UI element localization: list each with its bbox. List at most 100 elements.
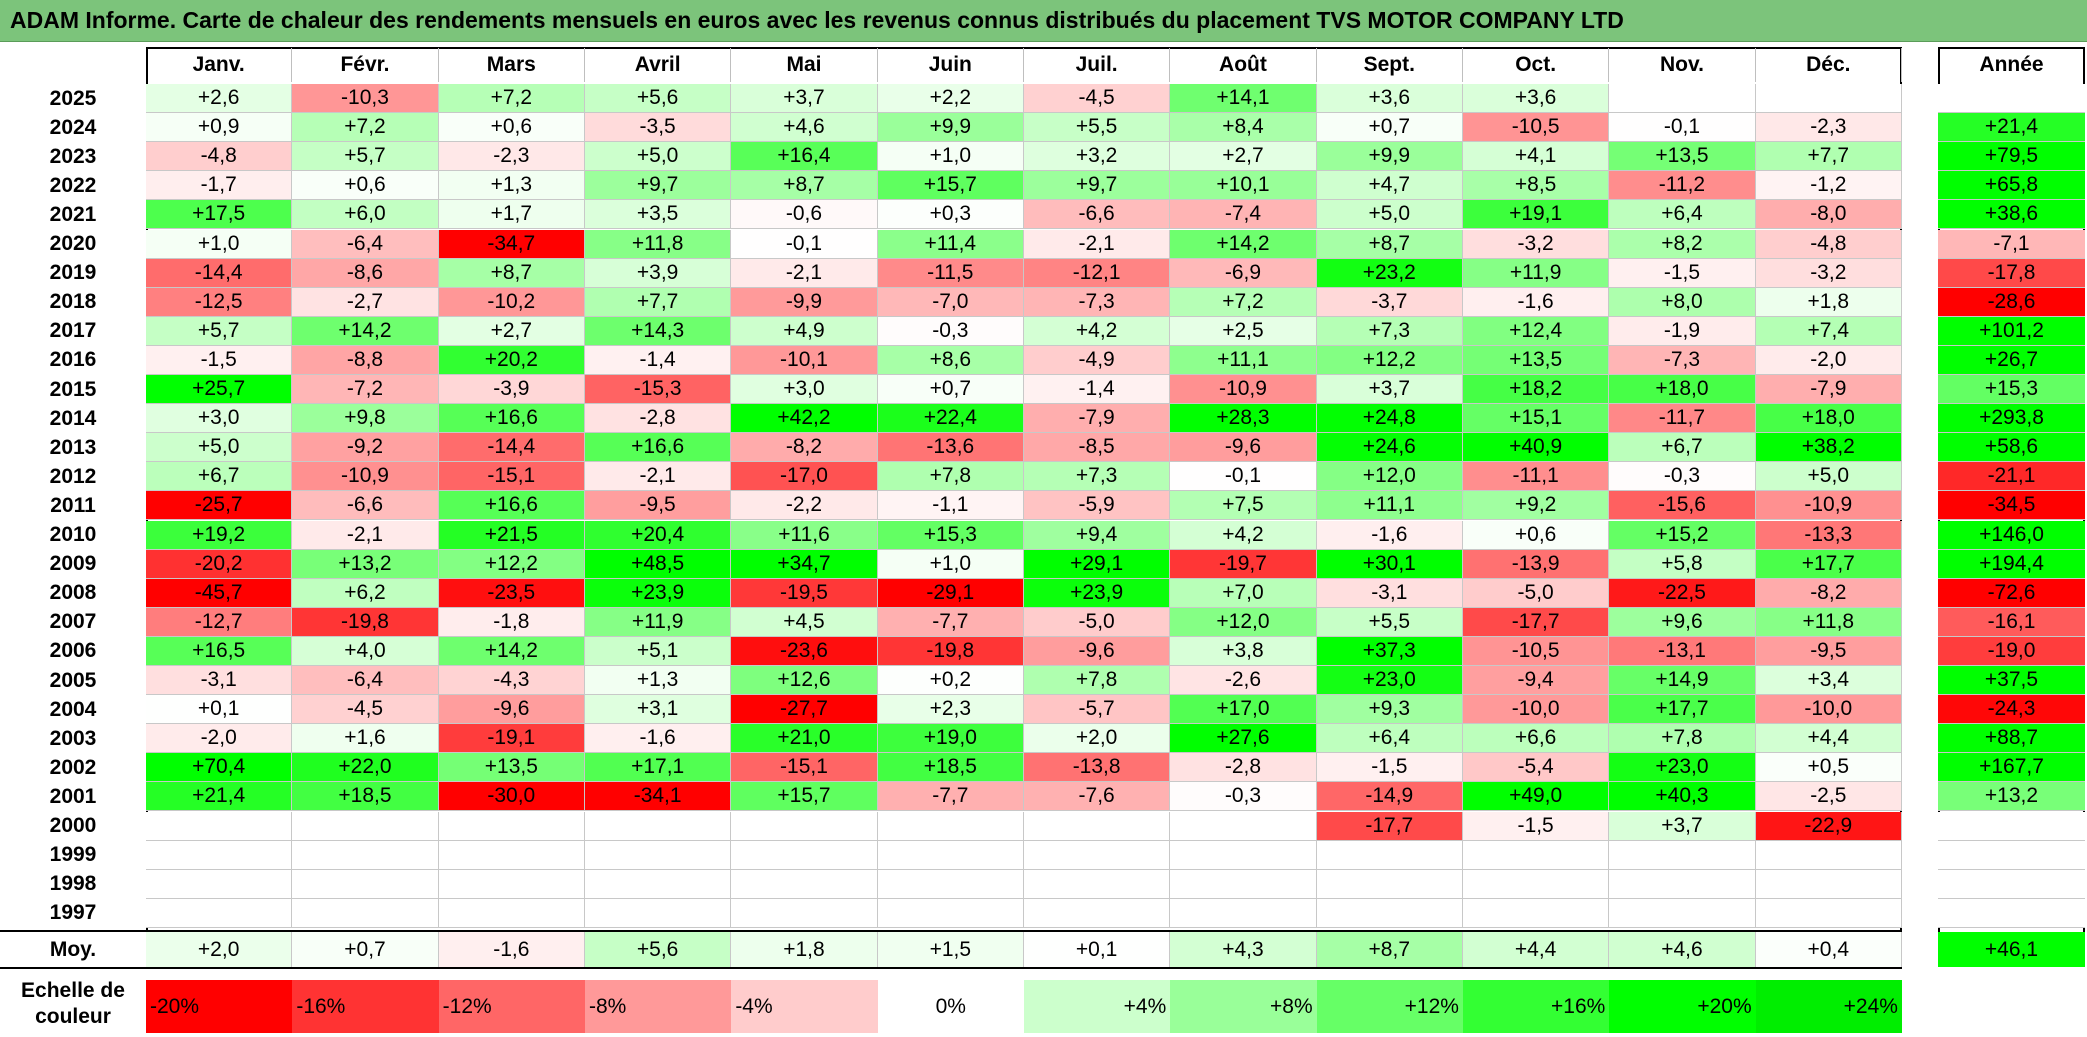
heatmap-cell: -10,9: [1755, 491, 1902, 521]
heatmap-cell: -11,2: [1609, 171, 1756, 201]
heatmap-cell: [1755, 898, 1902, 928]
annual-cell: [1938, 811, 2085, 841]
heatmap-cell: [1755, 84, 1902, 114]
month-header: Avril: [585, 48, 732, 82]
heatmap-cell: -15,3: [584, 375, 732, 405]
heatmap-cell: -10,5: [1462, 113, 1610, 143]
color-scale-step: +16%: [1462, 980, 1610, 1033]
heatmap-cell: +14,9: [1609, 666, 1756, 696]
heatmap-cell: -14,4: [146, 258, 293, 288]
heatmap-cell: +14,2: [292, 316, 439, 346]
heatmap-cell: +19,0: [877, 724, 1024, 754]
heatmap-cell: -23,6: [731, 636, 878, 666]
heatmap-cell: +13,5: [1462, 345, 1610, 375]
year-label: 2018: [49, 290, 97, 314]
heatmap-cell: -9,5: [584, 491, 732, 521]
heatmap-cell: -17,7: [1316, 811, 1463, 841]
heatmap-cell: -14,4: [438, 433, 585, 463]
heatmap-cell: +0,1: [146, 695, 293, 725]
heatmap-cell: +15,1: [1462, 404, 1610, 434]
heatmap-cell: [146, 869, 293, 899]
heatmap-cell: +4,4: [1755, 724, 1902, 754]
heatmap-cell: +20,2: [438, 345, 585, 375]
heatmap-cell: +38,2: [1755, 433, 1902, 463]
heatmap-cell: +1,3: [438, 171, 585, 201]
annual-cell: [1938, 84, 2085, 114]
annual-cell: +101,2: [1938, 316, 2085, 346]
heatmap-cell: -7,0: [877, 287, 1024, 317]
annual-cell: +37,5: [1938, 666, 2085, 696]
heatmap-cell: -2,5: [1755, 782, 1902, 812]
heatmap-cell: -25,7: [146, 491, 293, 521]
heatmap-cell: +34,7: [731, 549, 878, 579]
heatmap-cell: -0,3: [1170, 782, 1317, 812]
year-label: 2025: [49, 86, 97, 110]
heatmap-cell: +21,4: [146, 782, 293, 812]
heatmap-cell: +3,0: [146, 404, 293, 434]
heatmap-cell: -3,2: [1462, 229, 1610, 259]
heatmap-cell: +5,8: [1609, 549, 1756, 579]
heatmap-cell: [584, 869, 732, 899]
annual-cell: [1938, 898, 2085, 928]
heatmap-cell: -2,3: [438, 142, 585, 172]
color-scale-step: +24%: [1755, 980, 1902, 1033]
heatmap-cell: +7,8: [877, 462, 1024, 492]
heatmap-cell: +7,8: [1023, 666, 1171, 696]
heatmap-cell: -3,5: [584, 113, 732, 143]
heatmap-cell: +18,2: [1462, 375, 1610, 405]
heatmap-cell: +40,3: [1609, 782, 1756, 812]
year-label: 2023: [49, 144, 97, 168]
heatmap-cell: -8,2: [1755, 578, 1902, 608]
heatmap-cell: +12,0: [1170, 607, 1317, 637]
heatmap-cell: +40,9: [1462, 433, 1610, 463]
heatmap-cell: +11,8: [584, 229, 732, 259]
heatmap-cell: -9,6: [1023, 636, 1171, 666]
heatmap-cell: +9,4: [1023, 520, 1171, 550]
heatmap-cell: +37,3: [1316, 636, 1463, 666]
heatmap-cell: +9,7: [584, 171, 732, 201]
heatmap-cell: -10,3: [292, 84, 439, 114]
heatmap-cell: +48,5: [584, 549, 732, 579]
heatmap-cell: -4,5: [1023, 84, 1171, 114]
month-header: Juil.: [1024, 48, 1171, 82]
heatmap-cell: [1755, 869, 1902, 899]
heatmap-cell: +5,0: [1755, 462, 1902, 492]
annual-cell: +21,4: [1938, 113, 2085, 143]
heatmap-cell: -6,9: [1170, 258, 1317, 288]
heatmap-cell: [1023, 811, 1171, 841]
heatmap-cell: [438, 898, 585, 928]
heatmap-cell: +1,8: [1755, 287, 1902, 317]
heatmap-cell: -9,6: [438, 695, 585, 725]
heatmap-cell: +2,6: [146, 84, 293, 114]
heatmap-cell: +11,8: [1755, 607, 1902, 637]
heatmap-cell: [292, 869, 439, 899]
heatmap-cell: +6,4: [1609, 200, 1756, 230]
year-label: 2013: [49, 435, 97, 459]
heatmap-cell: +21,5: [438, 520, 585, 550]
heatmap-cell: -29,1: [877, 578, 1024, 608]
month-header: Mai: [731, 48, 878, 82]
heatmap-cell: -0,6: [731, 200, 878, 230]
heatmap-cell: +24,8: [1316, 404, 1463, 434]
heatmap-cell: -4,3: [438, 666, 585, 696]
heatmap-cell: -7,3: [1609, 345, 1756, 375]
heatmap-cell: [1462, 869, 1610, 899]
heatmap-cell: [1170, 898, 1317, 928]
heatmap-cell: -10,5: [1462, 636, 1610, 666]
year-label: 2009: [49, 552, 97, 576]
heatmap-cell: [1755, 840, 1902, 870]
heatmap-cell: +12,6: [731, 666, 878, 696]
month-header: Sept.: [1317, 48, 1463, 82]
year-label: 2017: [49, 319, 97, 343]
year-label: 2014: [49, 406, 97, 430]
heatmap-cell: +8,7: [731, 171, 878, 201]
heatmap-cell: +2,2: [877, 84, 1024, 114]
heatmap-cell: -2,1: [1023, 229, 1171, 259]
heatmap-cell: [1316, 898, 1463, 928]
heatmap-cell: [877, 898, 1024, 928]
heatmap-cell: +3,6: [1462, 84, 1610, 114]
heatmap-cell: -6,6: [292, 491, 439, 521]
heatmap-cell: +9,8: [292, 404, 439, 434]
heatmap-cell: -10,9: [1170, 375, 1317, 405]
heatmap-cell: +12,2: [1316, 345, 1463, 375]
